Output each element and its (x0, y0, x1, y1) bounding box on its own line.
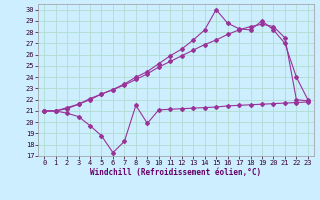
X-axis label: Windchill (Refroidissement éolien,°C): Windchill (Refroidissement éolien,°C) (91, 168, 261, 177)
